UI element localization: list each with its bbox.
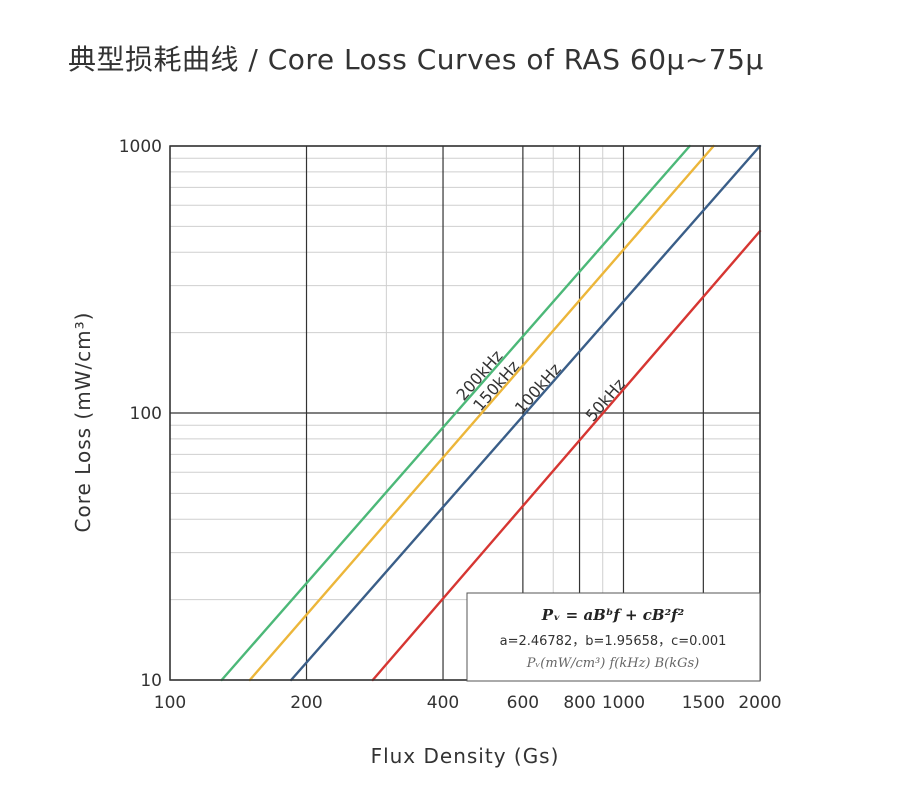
formula-equation: Pᵥ = aBᵇf + cB²f² bbox=[541, 606, 685, 624]
y-tick-label: 1000 bbox=[119, 137, 162, 157]
x-tick-label: 400 bbox=[427, 693, 459, 713]
series-line-150kHz bbox=[248, 144, 715, 682]
x-tick-label: 100 bbox=[154, 693, 186, 713]
formula-coefficients: a=2.46782，b=1.95658，c=0.001 bbox=[500, 634, 727, 649]
curve-label-50kHz: 50kHz bbox=[582, 375, 629, 425]
x-tick-label: 200 bbox=[290, 693, 322, 713]
formula-box: Pᵥ = aBᵇf + cB²f² a=2.46782，b=1.95658，c=… bbox=[466, 592, 761, 682]
x-tick-label: 1000 bbox=[602, 693, 645, 713]
y-tick-label: 10 bbox=[140, 671, 162, 691]
series-line-200kHz bbox=[220, 144, 691, 682]
x-tick-label: 2000 bbox=[738, 693, 781, 713]
x-tick-label: 1500 bbox=[682, 693, 725, 713]
formula-box-frame bbox=[466, 592, 761, 682]
y-axis-label: Core Loss (mW/cm³) bbox=[71, 312, 95, 533]
x-tick-label: 800 bbox=[563, 693, 595, 713]
chart-title: 典型损耗曲线 / Core Loss Curves of RAS 60μ~75μ bbox=[68, 43, 764, 76]
plot-frame bbox=[169, 145, 761, 681]
formula-units: Pᵥ(mW/cm³) f(kHz) B(kGs) bbox=[526, 656, 700, 671]
chart-curves bbox=[220, 144, 762, 682]
x-axis-label: Flux Density (Gs) bbox=[371, 744, 560, 768]
series-line-50kHz bbox=[371, 229, 762, 682]
y-tick-label: 100 bbox=[130, 404, 162, 424]
x-tick-label: 600 bbox=[507, 693, 539, 713]
series-line-100kHz bbox=[289, 144, 762, 682]
